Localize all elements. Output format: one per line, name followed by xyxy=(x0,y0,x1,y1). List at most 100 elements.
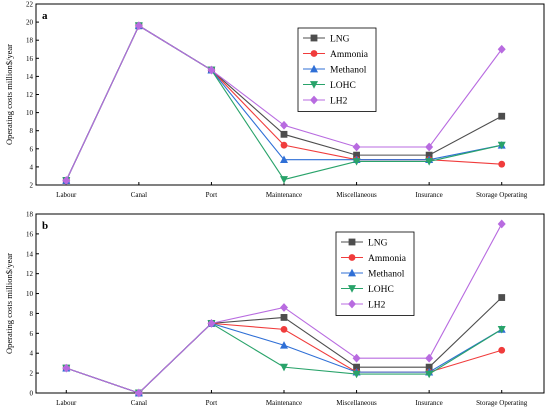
data-point xyxy=(280,130,288,138)
data-point xyxy=(280,141,288,149)
data-point xyxy=(497,219,506,229)
data-point xyxy=(498,294,506,301)
y-tick-label: 20 xyxy=(26,19,34,27)
x-tick-label: Storage Operating xyxy=(476,191,528,199)
data-point xyxy=(280,341,288,349)
panel-label: a xyxy=(42,10,48,22)
x-tick-label: Miscellaneous xyxy=(336,191,377,199)
panel-label: b xyxy=(42,220,48,232)
x-tick-label: Labour xyxy=(56,191,77,199)
x-tick-label: Port xyxy=(206,399,218,407)
x-tick-label: Canal xyxy=(131,191,147,199)
x-tick-label: Insurance xyxy=(416,191,443,199)
data-point xyxy=(425,142,434,152)
legend-label: LNG xyxy=(368,239,388,249)
legend-box xyxy=(335,231,415,316)
data-point xyxy=(353,151,360,159)
legend-item: LNG xyxy=(303,35,350,45)
y-tick-label: 10 xyxy=(26,290,34,298)
chart-panel-b: b 0 2 4 6 8 10 12 14 16 18 Operating costs million$… xyxy=(4,211,545,407)
x-tick-label: Port xyxy=(206,191,218,199)
legend-item: Ammonia xyxy=(303,50,369,60)
legend-marker xyxy=(348,238,356,246)
data-point xyxy=(497,141,506,150)
data-point xyxy=(62,176,71,185)
legend-marker xyxy=(310,64,318,73)
series-lh2 xyxy=(62,21,506,185)
y-tick-label: 16 xyxy=(26,230,34,238)
legend-item: LH2 xyxy=(303,95,348,107)
data-point xyxy=(280,303,288,312)
legend-label: LH2 xyxy=(368,301,386,311)
y-tick-label: 18 xyxy=(26,211,34,219)
data-point xyxy=(425,151,433,159)
data-point xyxy=(280,325,288,333)
legend-marker xyxy=(310,95,318,105)
y-tick-label: 16 xyxy=(26,55,34,63)
x-tick-label: Maintenance xyxy=(266,399,302,407)
data-point xyxy=(62,363,71,373)
y-tick-label: 6 xyxy=(30,145,34,153)
x-tick-label: Miscellaneous xyxy=(336,399,377,407)
legend-label: Methanol xyxy=(330,66,367,76)
data-point xyxy=(352,142,361,152)
data-point xyxy=(280,363,288,372)
legend-item: LH2 xyxy=(341,299,386,311)
legend-marker xyxy=(348,268,356,277)
x-tick-label: Maintenance xyxy=(266,191,302,199)
x-tick-label: Insurance xyxy=(416,399,443,407)
series-line xyxy=(66,322,503,394)
legend-marker xyxy=(348,285,356,293)
legend-item: Ammonia xyxy=(341,254,407,264)
data-point xyxy=(352,353,361,363)
y-tick-label: 8 xyxy=(30,127,34,135)
legend-item: Methanol xyxy=(303,64,367,76)
legend-label: LH2 xyxy=(330,97,348,107)
y-axis-label: Operating costs million$/year xyxy=(4,44,14,145)
y-tick-label: 0 xyxy=(30,390,34,398)
legend: LNG Ammonia Methanol LOHC LH2 xyxy=(335,231,415,316)
data-point xyxy=(498,160,506,168)
y-axis-label: Operating costs million$/year xyxy=(4,253,14,354)
legend-label: LOHC xyxy=(330,81,356,91)
data-point xyxy=(425,353,434,363)
y-tick-label: 2 xyxy=(30,370,34,378)
legend-label: Ammonia xyxy=(330,50,369,60)
x-tick-label: Labour xyxy=(56,399,77,407)
chart-panel-a: a 2 4 6 8 10 12 14 16 18 20 22 Operating costs milli… xyxy=(4,1,545,199)
legend-item: LNG xyxy=(341,239,388,249)
y-tick-label: 2 xyxy=(30,182,34,190)
legend-item: LOHC xyxy=(303,81,356,91)
data-point xyxy=(497,325,506,334)
series-line xyxy=(66,322,502,394)
data-point xyxy=(280,176,288,184)
legend-marker xyxy=(310,81,318,89)
legend-label: Ammonia xyxy=(368,254,407,264)
data-point xyxy=(425,158,434,166)
y-tick-label: 10 xyxy=(26,109,34,117)
data-point xyxy=(498,112,506,120)
data-point xyxy=(425,363,433,371)
legend-label: Methanol xyxy=(368,270,405,280)
data-point xyxy=(352,158,361,166)
data-point xyxy=(207,318,216,328)
data-point xyxy=(207,65,216,75)
legend-item: Methanol xyxy=(341,268,405,280)
y-tick-label: 12 xyxy=(26,91,34,99)
legend-item: LOHC xyxy=(341,285,394,295)
data-point xyxy=(280,314,288,321)
legend-marker xyxy=(348,299,356,309)
y-tick-label: 4 xyxy=(30,163,34,171)
series-lh2 xyxy=(62,219,506,398)
legend-box xyxy=(297,27,377,112)
legend: LNG Ammonia Methanol LOHC LH2 xyxy=(297,27,377,112)
data-point xyxy=(280,155,288,164)
y-tick-label: 18 xyxy=(26,37,34,45)
x-tick-label: Storage Operating xyxy=(476,399,528,407)
y-tick-label: 14 xyxy=(26,73,34,81)
data-point xyxy=(280,120,288,130)
y-tick-label: 8 xyxy=(30,310,34,318)
data-point xyxy=(497,44,506,54)
plot-frame xyxy=(35,213,545,394)
